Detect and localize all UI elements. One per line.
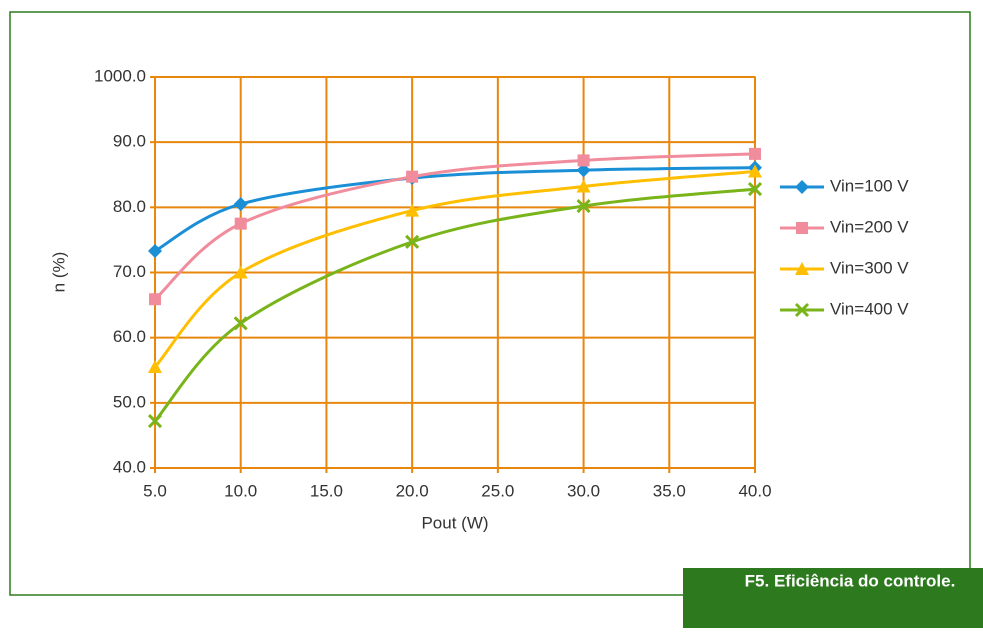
legend-label: Vin=300 V (830, 258, 909, 277)
y-tick-label: 80.0 (113, 197, 146, 216)
x-tick-label: 30.0 (567, 481, 600, 500)
marker (148, 359, 162, 373)
marker (149, 293, 161, 306)
marker (794, 302, 810, 318)
marker (405, 234, 420, 249)
marker (795, 180, 809, 194)
marker (576, 179, 591, 193)
frame (9, 11, 971, 596)
marker (406, 170, 419, 183)
x-tick-label: 10.0 (224, 481, 257, 500)
marker (576, 198, 591, 214)
x-tick-label: 20.0 (396, 481, 429, 500)
x-tick-label: 5.0 (143, 481, 167, 500)
y-tick-label: 60.0 (113, 327, 146, 346)
x-tick-label: 15.0 (310, 481, 343, 500)
marker (795, 262, 809, 275)
marker (747, 182, 763, 197)
marker (147, 414, 163, 429)
marker (233, 316, 248, 331)
legend-label: Vin=100 V (830, 176, 909, 195)
x-axis-label: Pout (W) (421, 513, 488, 532)
marker (148, 243, 162, 258)
marker (233, 265, 248, 279)
y-tick-label: 50.0 (113, 392, 146, 411)
marker (748, 164, 762, 178)
marker (234, 217, 247, 230)
y-tick-label: 1000.0 (94, 66, 146, 85)
legend-label: Vin=200 V (830, 217, 909, 236)
marker (405, 203, 420, 217)
y-tick-label: 70.0 (113, 262, 146, 281)
x-tick-label: 40.0 (738, 481, 771, 500)
y-tick-label: 90.0 (113, 132, 146, 151)
marker (233, 197, 248, 212)
series-line (153, 152, 756, 301)
caption-box (683, 568, 983, 628)
legend-label: Vin=400 V (830, 299, 909, 318)
marker (749, 147, 761, 160)
marker (577, 154, 590, 167)
y-axis-label: n (%) (49, 252, 68, 293)
x-tick-label: 25.0 (481, 481, 514, 500)
marker (796, 222, 808, 234)
caption: F5. Eficiência do controle. (745, 571, 956, 590)
marker (576, 163, 591, 178)
y-tick-label: 40.0 (113, 457, 146, 476)
x-tick-label: 35.0 (653, 481, 686, 500)
